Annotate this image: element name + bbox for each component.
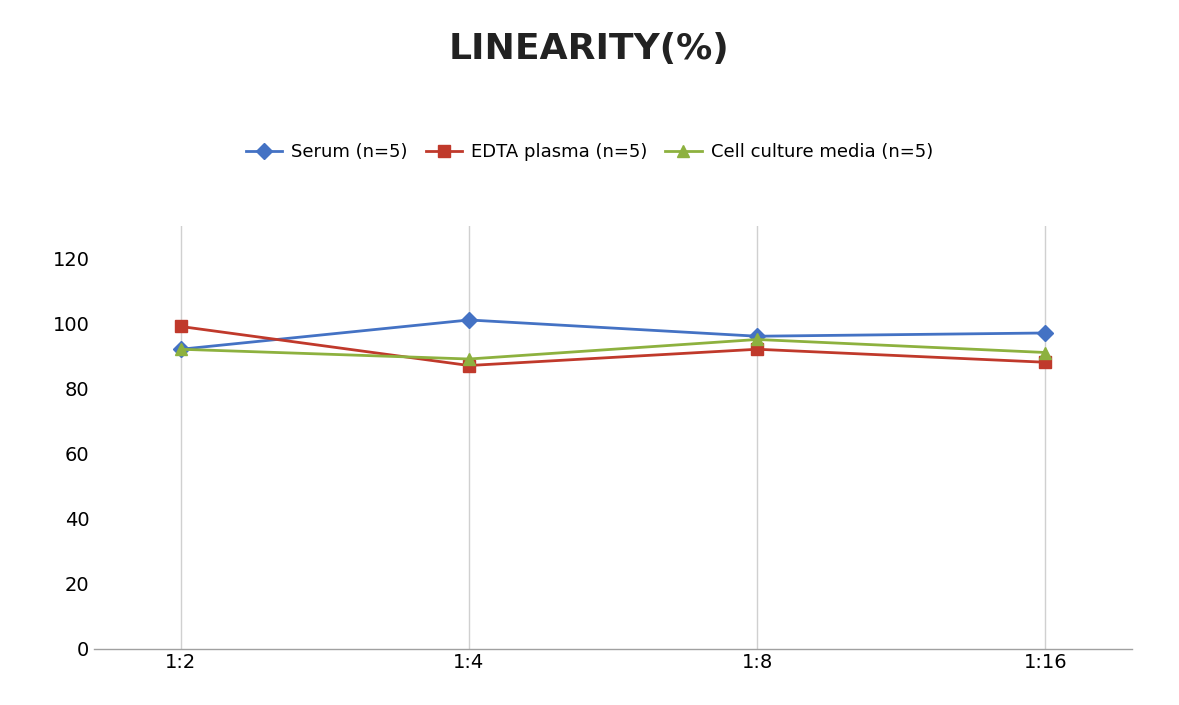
Serum (n=5) — [1039, 329, 1053, 337]
EDTA plasma (n=5) — [462, 361, 476, 369]
Cell culture media (n=5) — [173, 345, 187, 353]
Serum (n=5) — [462, 316, 476, 324]
Line: EDTA plasma (n=5): EDTA plasma (n=5) — [176, 321, 1050, 371]
Line: Serum (n=5): Serum (n=5) — [176, 314, 1050, 355]
Line: Cell culture media (n=5): Cell culture media (n=5) — [176, 334, 1050, 364]
Cell culture media (n=5) — [1039, 348, 1053, 357]
Legend: Serum (n=5), EDTA plasma (n=5), Cell culture media (n=5): Serum (n=5), EDTA plasma (n=5), Cell cul… — [239, 136, 940, 168]
Cell culture media (n=5) — [750, 336, 764, 344]
Cell culture media (n=5) — [462, 355, 476, 363]
Text: LINEARITY(%): LINEARITY(%) — [449, 32, 730, 66]
EDTA plasma (n=5) — [750, 345, 764, 353]
Serum (n=5) — [750, 332, 764, 341]
EDTA plasma (n=5) — [173, 322, 187, 331]
Serum (n=5) — [173, 345, 187, 353]
EDTA plasma (n=5) — [1039, 358, 1053, 367]
